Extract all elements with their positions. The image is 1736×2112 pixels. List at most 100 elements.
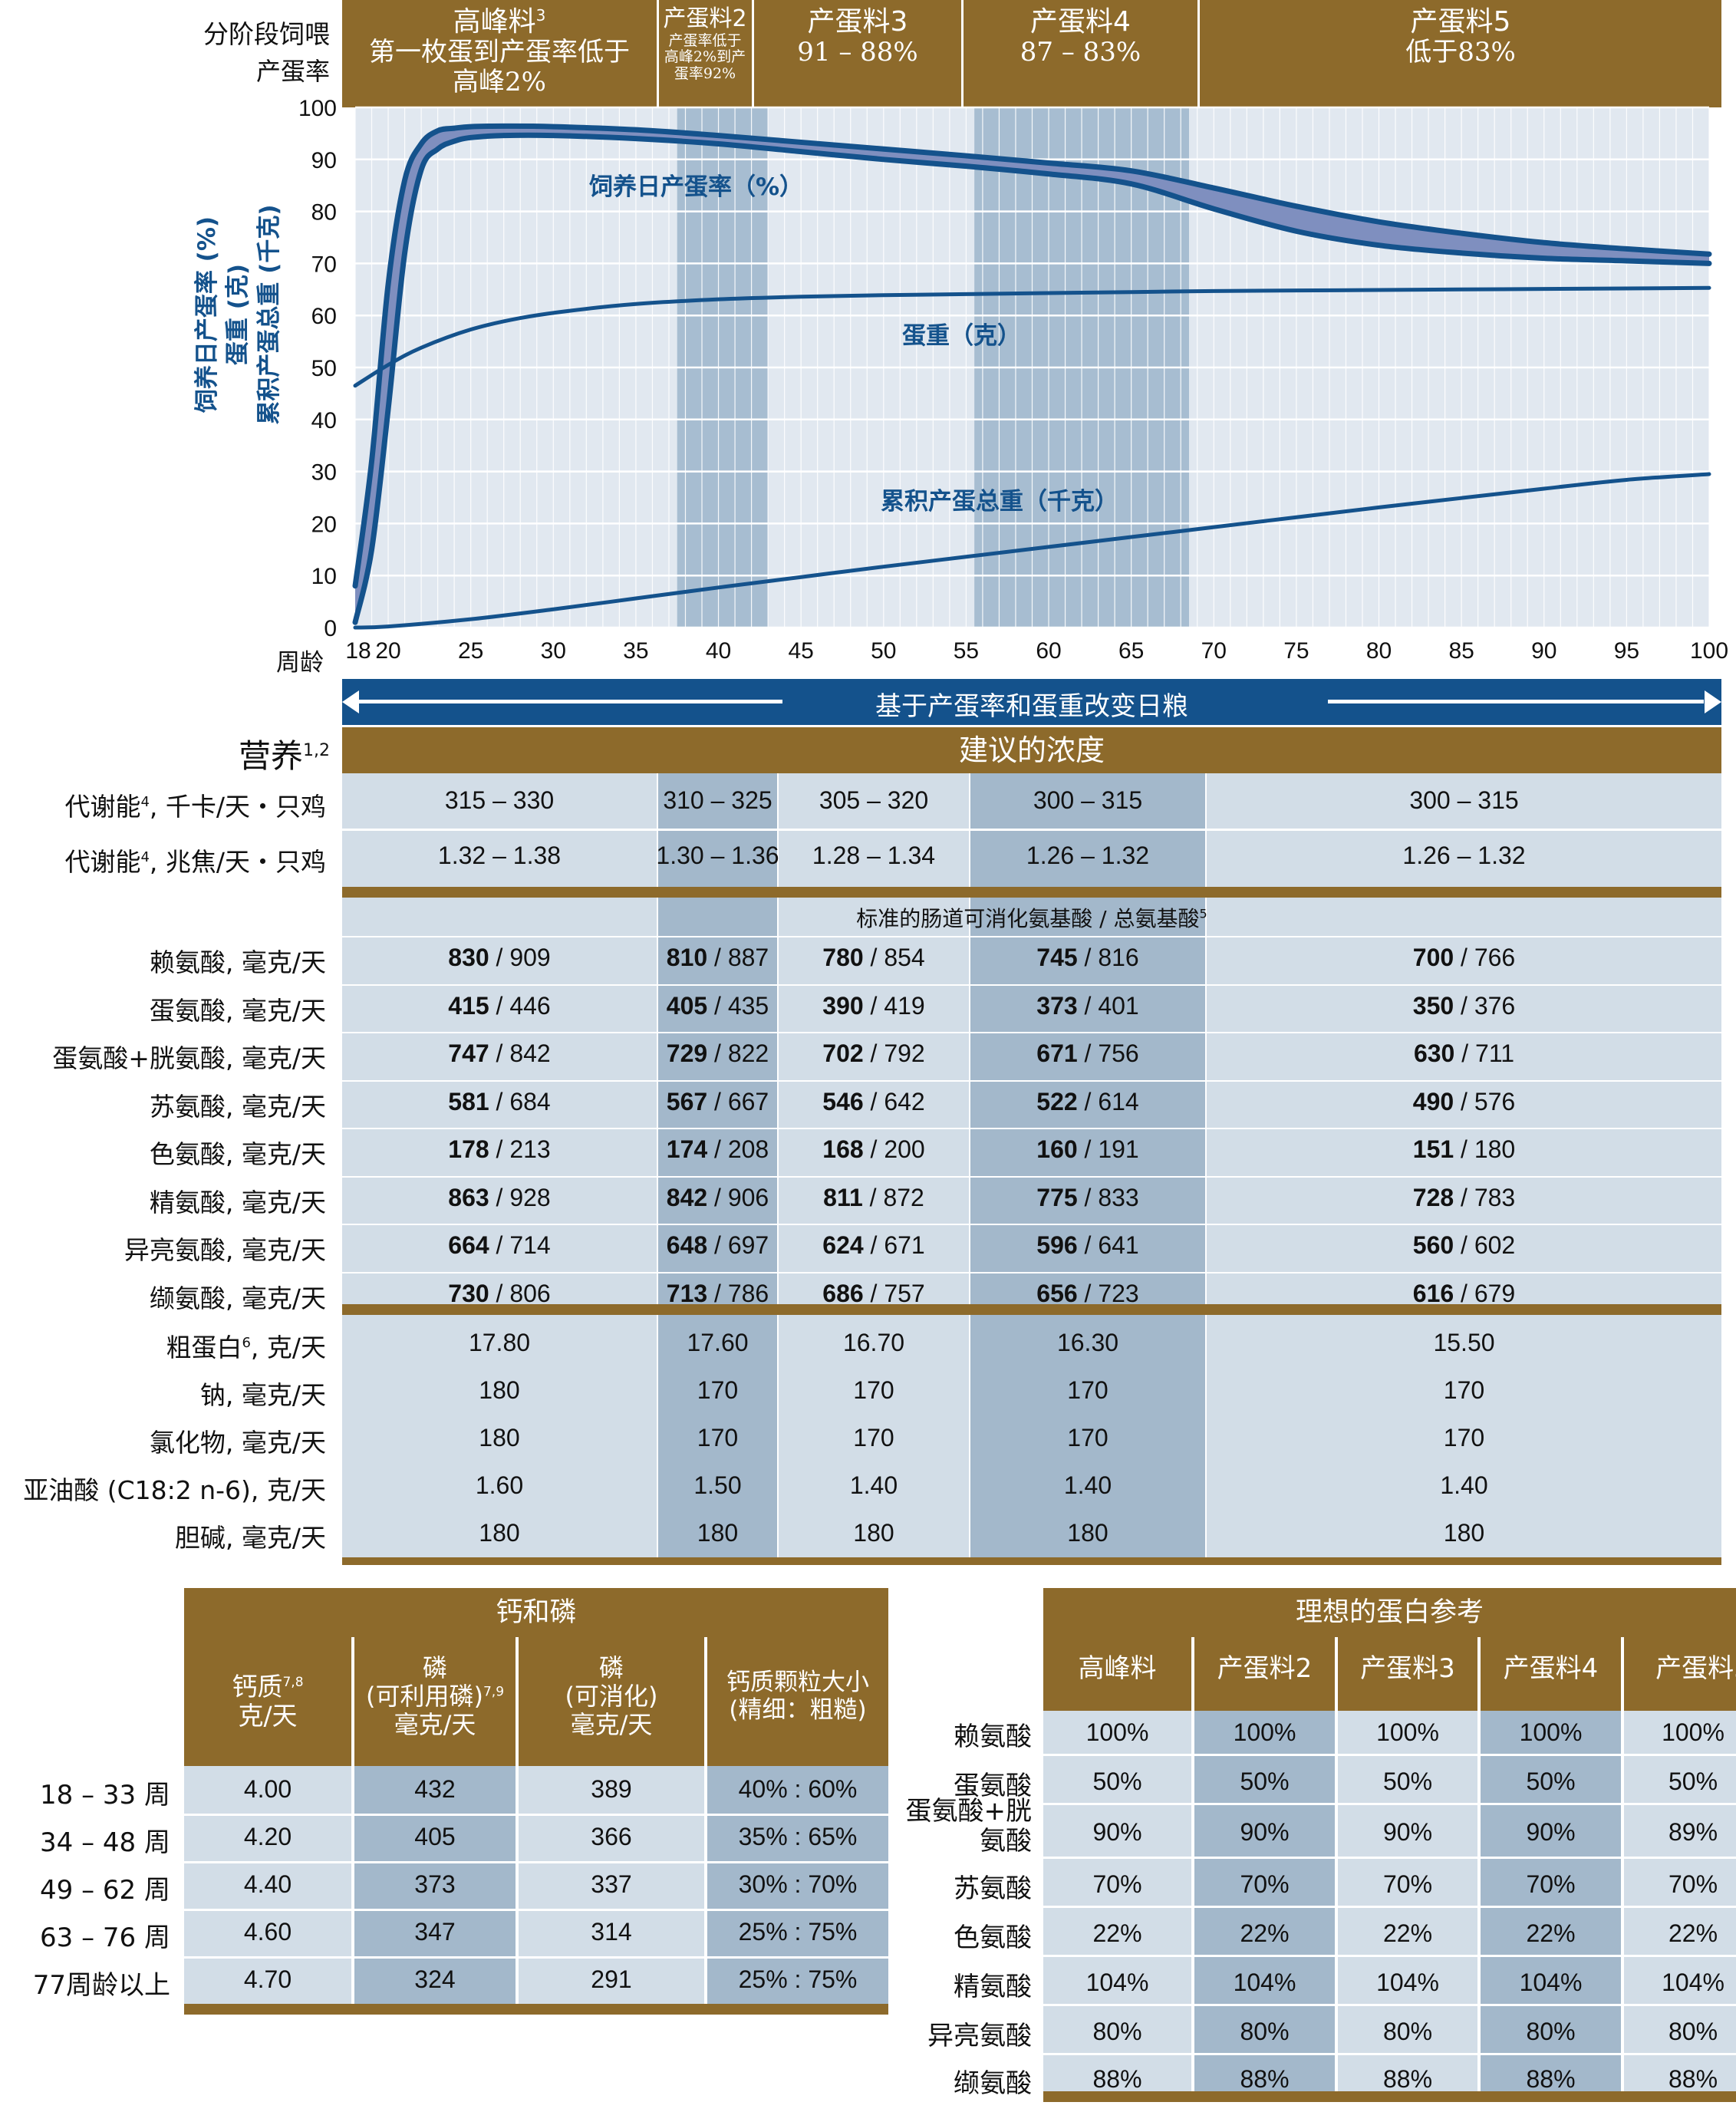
phase-desc: 蛋率92% bbox=[674, 65, 736, 83]
header-text: 钙质颗粒大小 bbox=[726, 1669, 869, 1696]
row-label-unit: , 兆焦/天・只鸡 bbox=[149, 847, 326, 877]
table-cell: 170 bbox=[853, 1424, 894, 1451]
x-tick-label: 40 bbox=[706, 638, 731, 664]
table-cell: 4.60 bbox=[243, 1918, 292, 1946]
total-value: 200 bbox=[884, 1135, 925, 1163]
table-column-bg bbox=[970, 898, 1205, 1304]
column-divider bbox=[1621, 1637, 1624, 1711]
digestible-value: 863 bbox=[448, 1183, 489, 1211]
table-column-bg bbox=[1624, 1711, 1736, 2091]
phase-header-4: 产蛋料4 87 – 83% bbox=[964, 6, 1197, 68]
phase-sup: 3 bbox=[535, 6, 546, 25]
table-cell: 151 / 180 bbox=[1412, 1135, 1516, 1163]
table-cell: 88% bbox=[1526, 2065, 1576, 2093]
phase-header-2: 产蛋料2 产蛋率低于 高峰2%到产 蛋率92% bbox=[658, 5, 752, 83]
table-cell: 22% bbox=[1240, 1919, 1290, 1947]
digestible-value: 546 bbox=[822, 1087, 864, 1115]
column-divider bbox=[516, 1637, 519, 1766]
table-cell: 16.70 bbox=[842, 1329, 905, 1356]
row-separator bbox=[1043, 1754, 1736, 1756]
calcium-title: 钙和磷 bbox=[496, 1597, 577, 1628]
digestible-value: 522 bbox=[1036, 1087, 1078, 1115]
header-text: 毫克/天 bbox=[394, 1709, 476, 1739]
table-cell: 4.70 bbox=[243, 1965, 292, 1993]
table-cell: 100% bbox=[1662, 1718, 1724, 1746]
table-row-label: 蛋氨酸, 毫克/天 bbox=[149, 995, 326, 1026]
table-cell: 324 bbox=[414, 1965, 456, 1993]
table-cell: 100% bbox=[1376, 1718, 1439, 1746]
table-cell: 180 bbox=[1443, 1519, 1485, 1547]
total-value: 816 bbox=[1098, 944, 1139, 971]
y-tick-label: 20 bbox=[311, 512, 337, 537]
y-tick-label: 0 bbox=[324, 616, 337, 641]
calcium-header bbox=[184, 1588, 888, 1766]
table-cell: 104% bbox=[1662, 1969, 1724, 1996]
x-tick-label: 45 bbox=[788, 638, 813, 664]
table-cell: 560 / 602 bbox=[1412, 1231, 1516, 1259]
header-sup: 7,9 bbox=[483, 1684, 505, 1700]
row-separator bbox=[1043, 1803, 1736, 1805]
x-tick-label: 55 bbox=[954, 638, 979, 664]
table-cell: 25% : 75% bbox=[738, 1918, 858, 1946]
table-cell: 810 / 887 bbox=[666, 944, 769, 971]
table-cell: 300 – 315 bbox=[1409, 786, 1519, 814]
row-label-unit: , 千卡/天・只鸡 bbox=[149, 792, 326, 822]
table-column-bg bbox=[707, 1766, 888, 2004]
table-cell: 415 / 446 bbox=[448, 991, 551, 1020]
arrow-left-line bbox=[353, 700, 782, 703]
row-separator bbox=[1043, 1955, 1736, 1957]
phase-desc: 第一枚蛋到产蛋率低于 bbox=[369, 37, 630, 68]
table-column-bg bbox=[342, 773, 657, 888]
staged-feeding-label: 分阶段饲喂 bbox=[203, 19, 330, 49]
table-cell: 1.32 – 1.38 bbox=[437, 842, 562, 869]
table-cell: 300 – 315 bbox=[1033, 786, 1143, 814]
arrow-right-line bbox=[1328, 700, 1704, 703]
row-label: 钠, 毫克/天 bbox=[199, 1380, 326, 1410]
digestible-value: 178 bbox=[448, 1135, 489, 1163]
table-cell: 671 / 756 bbox=[1036, 1040, 1139, 1067]
phase-name: 产蛋料4 bbox=[1030, 6, 1131, 38]
label-laying-rate: 饲养日产蛋率（%） bbox=[589, 173, 804, 201]
table-cell: 90% bbox=[1092, 1818, 1142, 1846]
header-sup: 7,8 bbox=[282, 1675, 304, 1690]
total-value: 757 bbox=[884, 1279, 925, 1307]
phase-name: 高峰料 bbox=[453, 6, 536, 38]
row-label: 代谢能 bbox=[64, 847, 141, 877]
x-tick-label: 75 bbox=[1283, 638, 1309, 664]
digestible-value: 630 bbox=[1413, 1040, 1455, 1067]
table-cell: 664 / 714 bbox=[448, 1231, 551, 1259]
label-cumulative-mass: 累积产蛋总重（千克） bbox=[881, 488, 1118, 516]
table-column-bg bbox=[1338, 1711, 1477, 2091]
header-text: (可利用磷) bbox=[365, 1681, 483, 1711]
table-cell: 100% bbox=[1519, 1718, 1583, 1746]
nutrition-label: 营养1,2 bbox=[176, 730, 330, 777]
laying-performance-chart: 18 20 25 30 35 40 45 50 55 60 65 70 75 80 85 90 95 100010… bbox=[298, 96, 1728, 664]
table-cell: 70% bbox=[1526, 1870, 1576, 1898]
y-tick-label: 50 bbox=[311, 356, 337, 381]
table-cell: 50% bbox=[1668, 1768, 1718, 1795]
table-cell: 686 / 757 bbox=[822, 1279, 925, 1307]
amino-acid-header-text: 标准的肠道可消化氨基酸 / 总氨基酸 bbox=[856, 906, 1200, 931]
row-separator bbox=[342, 936, 1721, 937]
table-cell: 180 bbox=[853, 1519, 894, 1547]
x-tick-label: 80 bbox=[1366, 638, 1392, 664]
total-value: 376 bbox=[1474, 991, 1516, 1020]
row-separator bbox=[1043, 1857, 1736, 1859]
x-tick-label: 65 bbox=[1118, 638, 1144, 664]
phase-name: 产蛋料2 bbox=[663, 5, 747, 32]
row-separator bbox=[342, 1079, 1721, 1082]
row-separator bbox=[342, 1128, 1721, 1129]
table-row-label: 钠, 毫克/天 bbox=[0, 1375, 326, 1412]
total-value: 792 bbox=[884, 1040, 925, 1067]
table-cell: 780 / 854 bbox=[822, 944, 925, 971]
table-column-bg bbox=[779, 773, 969, 888]
ideal-protein-col-header: 产蛋料2 bbox=[1217, 1653, 1313, 1684]
ideal-protein-col-header: 产蛋料4 bbox=[1503, 1653, 1599, 1684]
ideal-protein-col-header: 高峰料 bbox=[1078, 1653, 1157, 1684]
table-column-bg bbox=[1194, 1711, 1335, 2091]
digestible-value: 560 bbox=[1412, 1231, 1454, 1259]
table-cell: 747 / 842 bbox=[448, 1040, 551, 1067]
digestible-value: 842 bbox=[666, 1183, 708, 1211]
cumulative-egg-mass-line bbox=[353, 472, 1711, 630]
table-cell: 168 / 200 bbox=[822, 1135, 925, 1163]
